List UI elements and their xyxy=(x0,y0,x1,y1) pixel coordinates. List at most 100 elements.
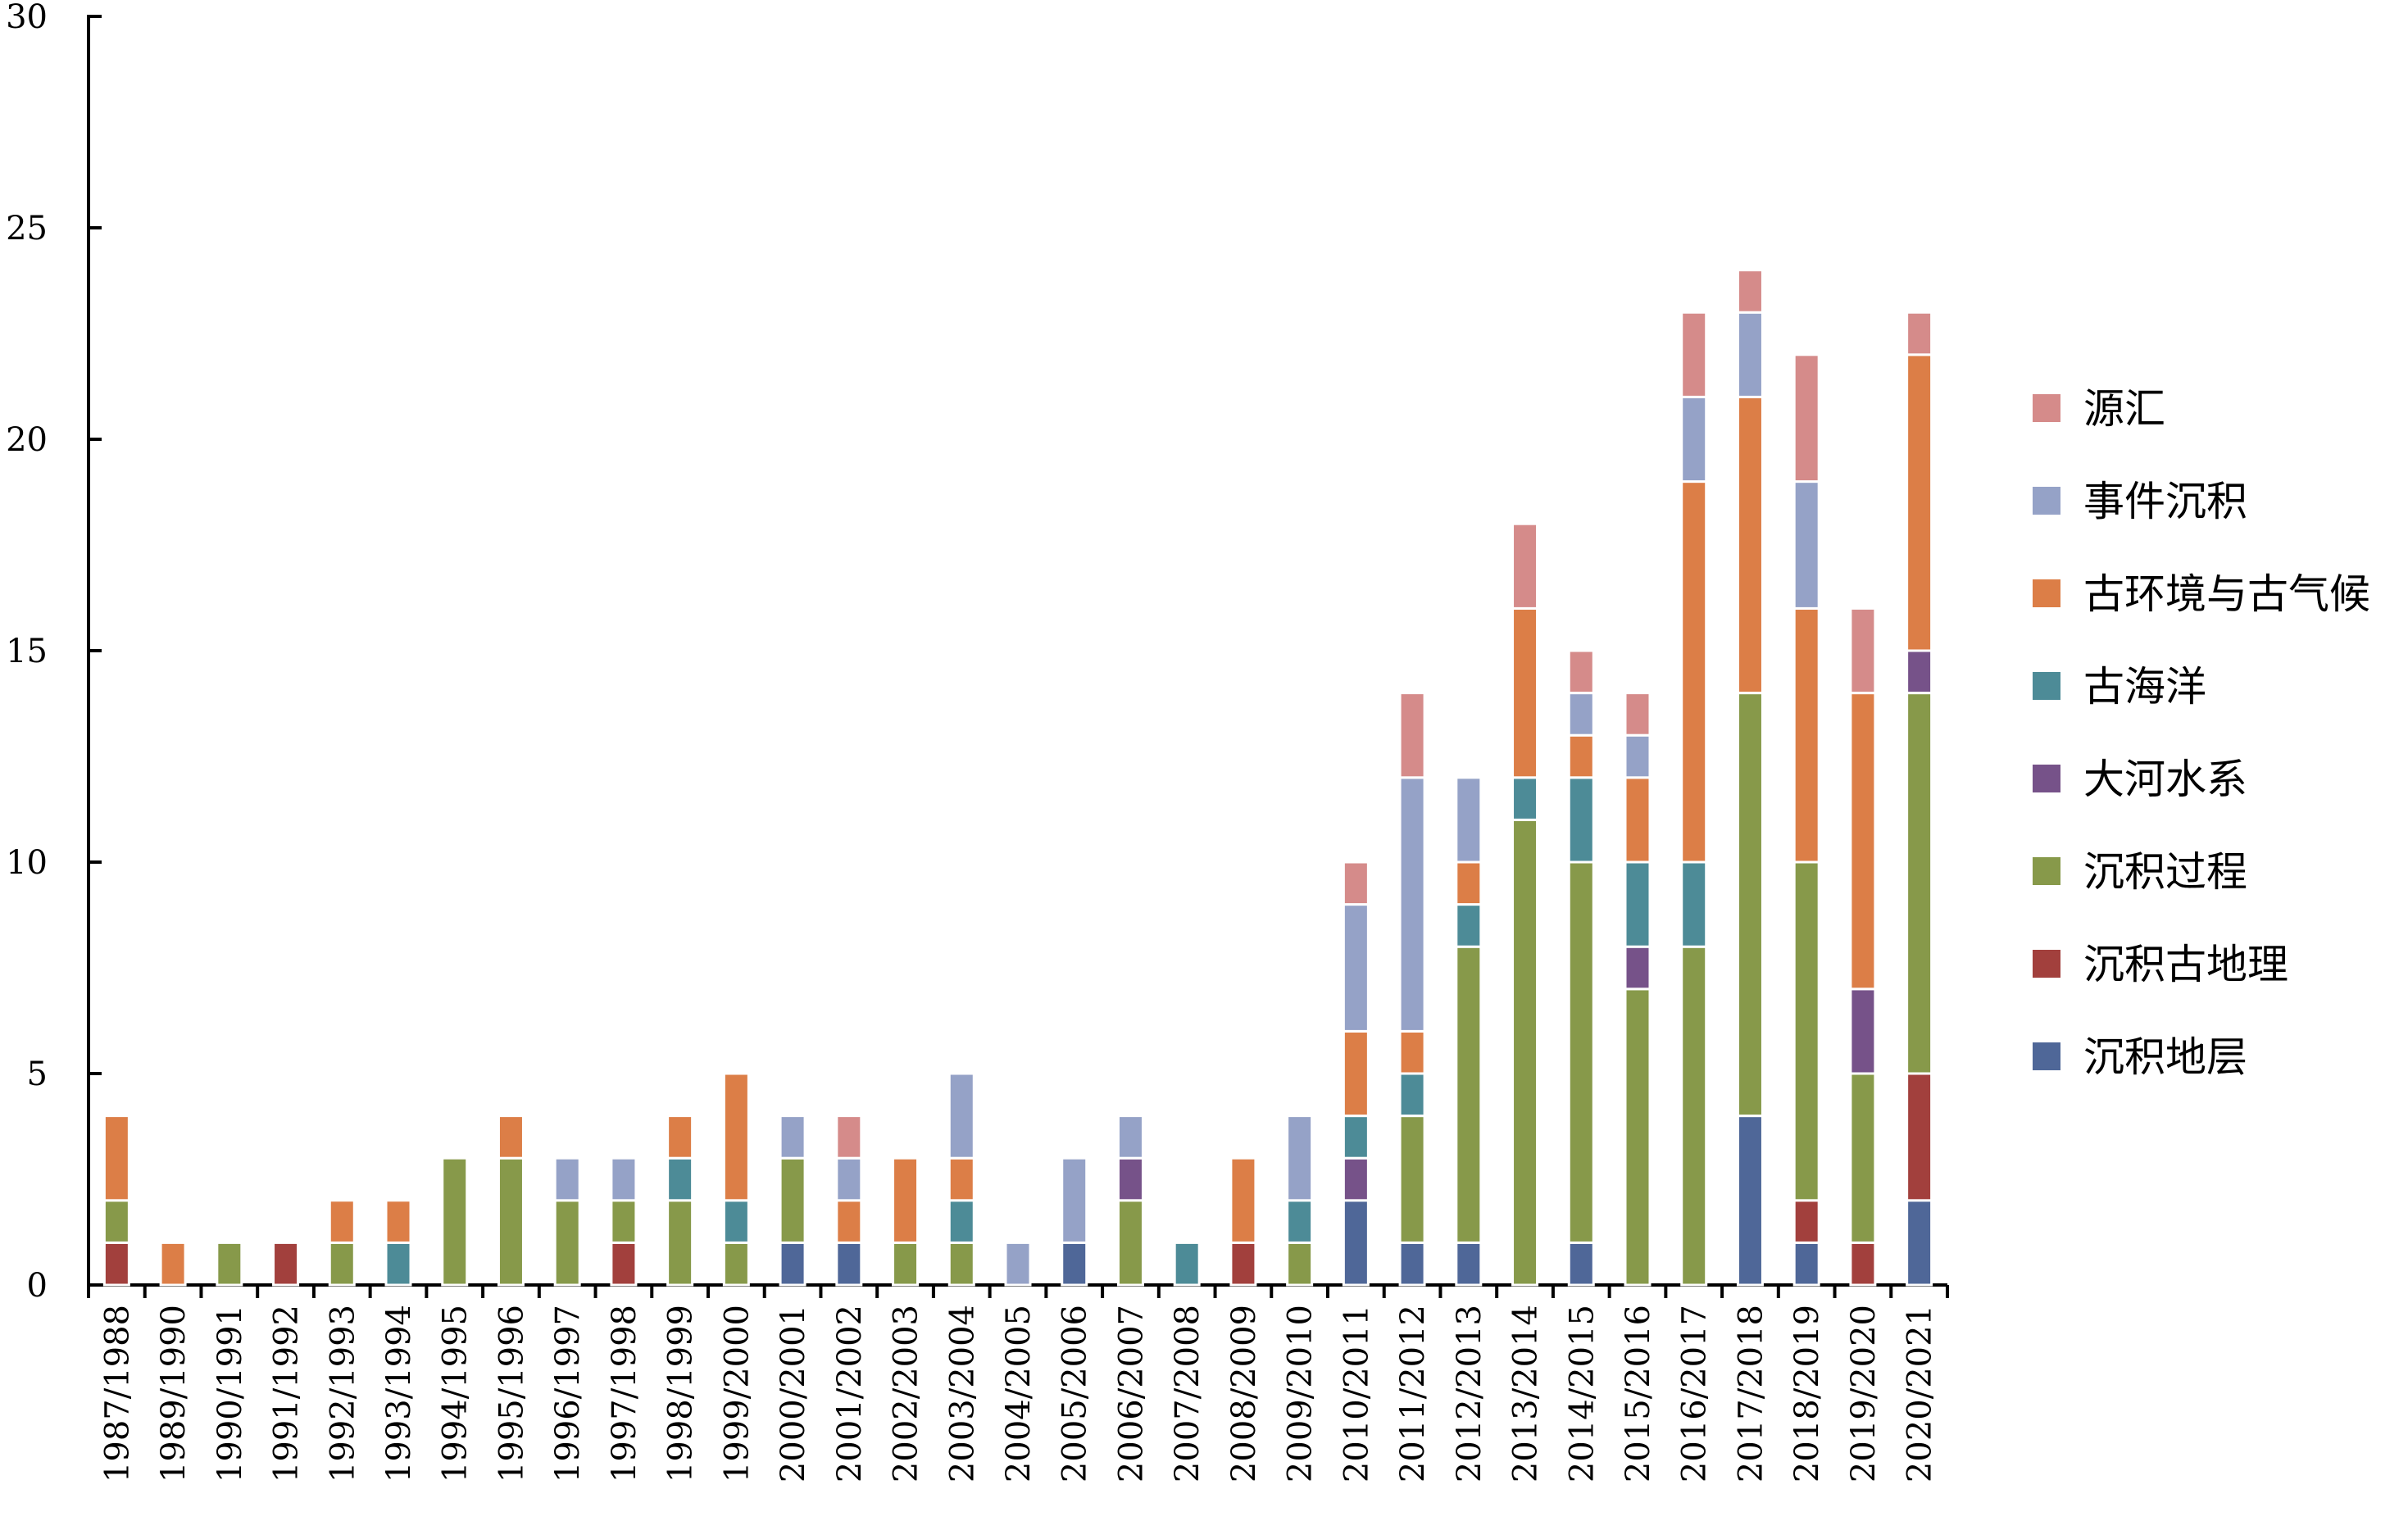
legend-label: 大河水系 xyxy=(2083,756,2247,803)
bar-segment xyxy=(722,1072,750,1202)
bar-segment xyxy=(1736,1115,1764,1287)
x-tick-label: 1994/1995 xyxy=(437,1305,475,1482)
bar-segment xyxy=(1455,776,1483,864)
legend-item: 沉积地层 xyxy=(2033,1033,2247,1081)
bar-segment xyxy=(102,1115,130,1202)
y-axis: 0 5 10 15 20 25 30 xyxy=(6,0,102,1305)
bar-segment xyxy=(1624,860,1652,948)
legend-swatch xyxy=(2033,394,2060,422)
x-tick-label: 2017/2018 xyxy=(1732,1305,1770,1482)
x-tick-label: 1989/1990 xyxy=(155,1305,193,1482)
bar-segment xyxy=(1567,776,1595,864)
bar-segment xyxy=(1906,1072,1933,1202)
bar-segment xyxy=(102,1199,130,1244)
bar-stack xyxy=(497,1115,525,1287)
bar-segment xyxy=(1455,903,1483,948)
bar-stack xyxy=(1004,1241,1032,1287)
bar-segment xyxy=(1849,1241,1877,1287)
x-tick-label: 2016/2017 xyxy=(1676,1305,1714,1482)
legend-item: 古海洋 xyxy=(2033,663,2206,711)
bar-segment xyxy=(1624,733,1652,779)
bar-segment xyxy=(216,1241,243,1287)
bar-stack xyxy=(328,1199,356,1287)
x-tick-label: 2000/2001 xyxy=(775,1305,812,1482)
legend-swatch xyxy=(2033,950,2060,978)
x-tick-label: 2012/2013 xyxy=(1451,1305,1488,1482)
x-tick-label: 1998/1999 xyxy=(662,1305,700,1482)
bar-segment xyxy=(1116,1199,1144,1287)
bar-stack xyxy=(722,1072,750,1287)
bar-segment xyxy=(1906,692,1933,1075)
x-tick-label: 1993/1994 xyxy=(380,1305,418,1482)
bar-segment xyxy=(1680,480,1708,864)
bar-segment xyxy=(1342,1156,1370,1202)
bar-segment xyxy=(102,1241,130,1287)
bar-segment xyxy=(1736,311,1764,398)
bar-segment xyxy=(1342,1115,1370,1160)
bar-segment xyxy=(1680,860,1708,948)
x-tick-label: 2006/2007 xyxy=(1112,1305,1150,1482)
bar-stack xyxy=(1455,776,1483,1287)
bar-stack xyxy=(441,1156,469,1287)
bar-stack xyxy=(1680,311,1708,1287)
bar-segment xyxy=(1567,860,1595,1244)
bar-segment xyxy=(1849,988,1877,1075)
legend-label: 沉积古地理 xyxy=(2083,941,2288,988)
bar-segment xyxy=(1792,1241,1820,1287)
bar-segment xyxy=(666,1115,694,1160)
x-tick-label: 2019/2020 xyxy=(1845,1305,1883,1482)
x-tick-label: 1987/1988 xyxy=(98,1305,136,1482)
bar-segment xyxy=(1116,1156,1144,1202)
x-tick-label: 2008/2009 xyxy=(1225,1305,1263,1482)
y-tick-label: 15 xyxy=(6,633,48,670)
bar-segment xyxy=(835,1156,863,1202)
bar-segment xyxy=(835,1115,863,1160)
bar-segment xyxy=(779,1156,806,1244)
y-tick-label: 10 xyxy=(6,844,48,882)
bar-segment xyxy=(1455,860,1483,906)
legend-swatch xyxy=(2033,857,2060,885)
bar-segment xyxy=(328,1199,356,1244)
bar-segment xyxy=(1342,860,1370,906)
bar-segment xyxy=(1906,311,1933,356)
bar-stack xyxy=(1286,1115,1314,1287)
bar-stack xyxy=(216,1241,243,1287)
bar-segment xyxy=(892,1156,920,1244)
bar-stack xyxy=(892,1156,920,1287)
bar-stack xyxy=(1342,860,1370,1287)
x-tick-label: 2013/2014 xyxy=(1507,1305,1545,1482)
bar-stack xyxy=(610,1156,638,1287)
bar-segment xyxy=(1061,1241,1088,1287)
y-tick-label: 0 xyxy=(27,1267,48,1305)
x-tick-label: 2015/2016 xyxy=(1620,1305,1657,1482)
bar-segment xyxy=(328,1241,356,1287)
bar-stack xyxy=(1229,1156,1257,1287)
bar-segment xyxy=(1567,649,1595,695)
legend-label: 沉积过程 xyxy=(2083,848,2247,896)
bar-segment xyxy=(947,1241,975,1287)
x-tick-label: 1999/2000 xyxy=(718,1305,756,1482)
bar-segment xyxy=(1567,1241,1595,1287)
legend-item: 沉积过程 xyxy=(2033,848,2247,896)
bar-segment xyxy=(722,1241,750,1287)
x-tick-label: 2018/2019 xyxy=(1788,1305,1826,1482)
bar-stack xyxy=(553,1156,581,1287)
bar-segment xyxy=(1061,1156,1088,1244)
bar-segment xyxy=(1792,860,1820,1202)
bar-segment xyxy=(1624,776,1652,864)
legend-swatch xyxy=(2033,672,2060,700)
bar-segment xyxy=(779,1241,806,1287)
y-tick-label: 5 xyxy=(27,1056,48,1093)
bar-stack xyxy=(272,1241,300,1287)
bar-stack xyxy=(947,1072,975,1287)
bar-segment xyxy=(1342,1199,1370,1287)
bar-stack xyxy=(1567,649,1595,1287)
x-tick-label: 2007/2008 xyxy=(1169,1305,1206,1482)
bars xyxy=(102,269,1933,1287)
bar-segment xyxy=(553,1199,581,1287)
bar-segment xyxy=(1511,776,1539,821)
bar-segment xyxy=(835,1199,863,1244)
bar-segment xyxy=(1736,395,1764,695)
bar-segment xyxy=(1511,606,1539,779)
bar-segment xyxy=(159,1241,187,1287)
